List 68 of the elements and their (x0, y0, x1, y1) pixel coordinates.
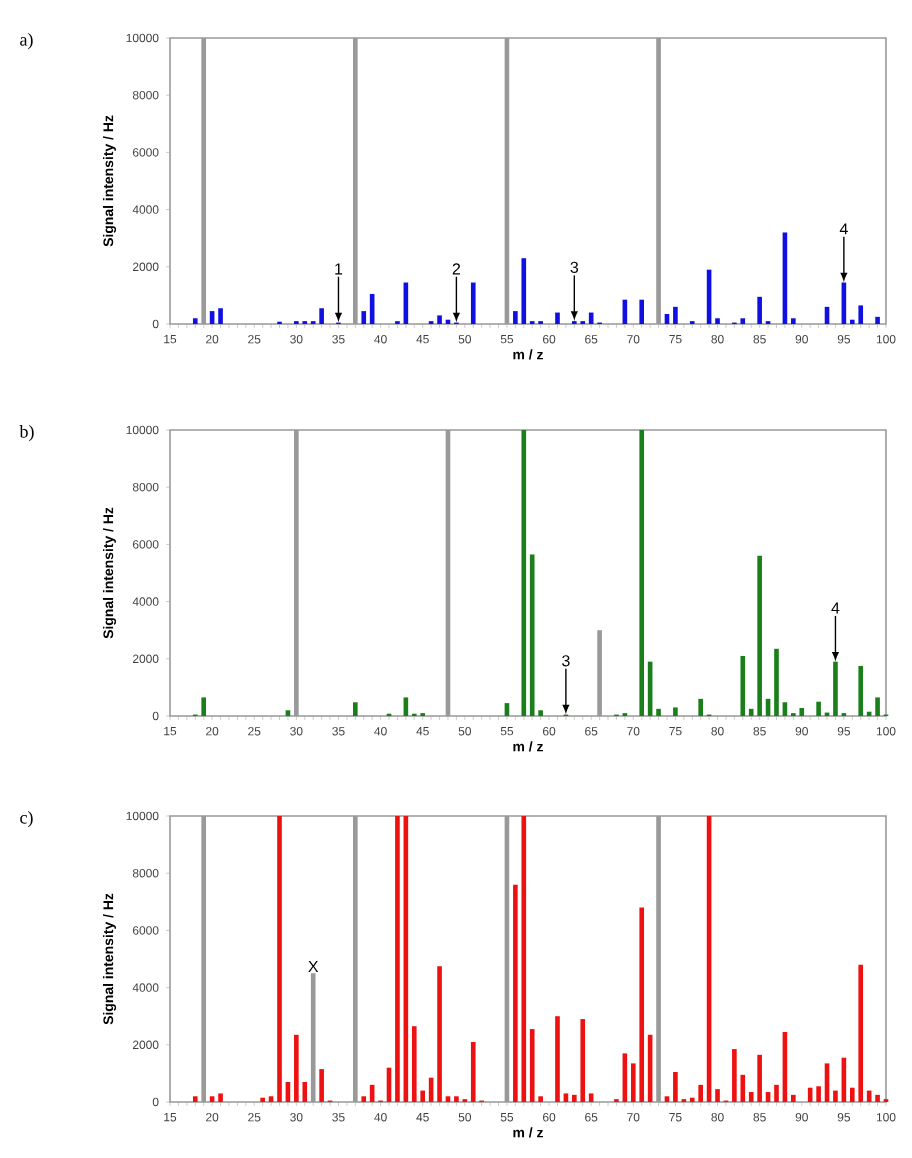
bar (639, 429, 645, 716)
bar (445, 1096, 451, 1102)
bar (858, 964, 864, 1102)
bar (833, 1090, 838, 1102)
bar (192, 1096, 198, 1102)
bar (395, 816, 400, 1102)
bar (875, 316, 880, 324)
bar (411, 1026, 417, 1102)
bar (563, 1093, 569, 1102)
bar (218, 1093, 223, 1102)
bar (858, 305, 864, 324)
bar (698, 698, 703, 716)
text: a) (20, 33, 33, 50)
bar (588, 1093, 594, 1102)
bar (555, 312, 560, 324)
bar (437, 966, 442, 1102)
bar (816, 701, 821, 716)
bar (353, 702, 358, 716)
bar (740, 318, 746, 324)
bar (580, 1019, 586, 1102)
bar (656, 708, 661, 716)
bar (715, 1089, 720, 1102)
bar (858, 665, 864, 716)
bar (732, 1049, 737, 1102)
bar (740, 655, 746, 716)
text: c) (20, 811, 33, 828)
bar (791, 318, 796, 324)
bar (875, 1094, 880, 1102)
bar (875, 697, 880, 716)
bar (361, 1096, 367, 1102)
bar (521, 816, 527, 1102)
bar (277, 816, 282, 1102)
bar (664, 1096, 670, 1102)
bar (192, 318, 198, 324)
bar (799, 707, 805, 716)
bar (201, 697, 207, 716)
bar (268, 1096, 274, 1102)
bar (816, 1086, 821, 1102)
bar (791, 1094, 796, 1102)
bar (437, 315, 442, 324)
bar (757, 296, 762, 324)
bar (639, 907, 645, 1102)
bar (639, 299, 645, 324)
bar (521, 429, 527, 716)
bar (470, 282, 476, 324)
bar (529, 554, 535, 716)
bar (470, 1041, 476, 1102)
bar (698, 1084, 703, 1102)
bar (673, 1071, 678, 1102)
bar (294, 1034, 299, 1102)
bar (209, 1096, 215, 1102)
bar (361, 311, 367, 324)
bar (555, 1016, 560, 1102)
chart-title: b) (19, 425, 34, 442)
bar (454, 1096, 459, 1102)
bar (529, 1029, 535, 1102)
bar (774, 1084, 779, 1102)
bar (319, 1069, 324, 1102)
bar (285, 710, 291, 716)
bar (319, 308, 324, 324)
bar (715, 318, 720, 324)
bar (521, 258, 527, 324)
bar (757, 555, 762, 716)
bar (774, 648, 779, 716)
bar (673, 306, 678, 324)
bar (218, 308, 223, 324)
bar (757, 1054, 762, 1102)
bar (673, 707, 678, 716)
